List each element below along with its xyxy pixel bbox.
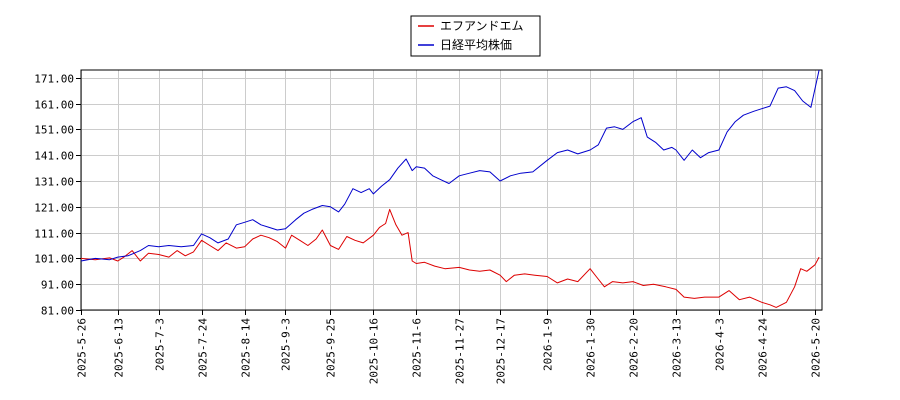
x-tick-label: 2026-2-20 [628,318,641,378]
series-line-1 [80,69,820,262]
grid [81,70,822,311]
legend: エフアンドエム 日経平均株価 [410,15,541,57]
y-tick-label: 141.00 [34,150,74,163]
x-tick-label: 2026-3-13 [671,318,684,378]
y-axis: 81.00 91.00 101.00 111.00 121.00 131.00 141.00… [34,73,81,318]
legend-label-1: 日経平均株価 [440,37,512,52]
x-tick-label: 2025-11-27 [454,318,467,384]
x-tick-label: 2025-9-25 [325,318,338,378]
y-tick-label: 171.00 [34,73,74,86]
x-tick-label: 2025-5-26 [76,318,89,378]
y-tick-label: 91.00 [41,279,74,292]
x-tick-label: 2026-4-24 [757,318,770,378]
x-tick-label: 2025-6-13 [113,318,126,378]
x-tick-label: 2025-10-16 [368,318,381,384]
y-tick-label: 121.00 [34,202,74,215]
y-tick-label: 151.00 [34,124,74,137]
x-tick-label: 2026-5-20 [810,318,823,378]
series-line-0 [80,208,820,308]
plot-frame [80,69,823,311]
y-tick-label: 81.00 [41,305,74,318]
y-tick-label: 101.00 [34,253,74,266]
x-tick-label: 2026-4-3 [714,318,727,371]
legend-label-0: エフアンドエム [440,19,524,33]
x-tick-label: 2025-8-14 [240,318,253,378]
y-tick-label: 111.00 [34,228,74,241]
y-tick-label: 131.00 [34,176,74,189]
x-tick-label: 2025-7-3 [154,318,167,371]
x-axis: 2025-5-26 2025-6-13 2025-7-3 2025-7-24 2025-… [76,310,823,384]
series-layer [80,69,820,308]
x-tick-label: 2026-1-9 [542,318,555,371]
x-tick-label: 2025-12-17 [495,318,508,384]
y-tick-label: 161.00 [34,99,74,112]
legend-box [410,15,541,57]
x-tick-label: 2025-11-6 [411,318,424,378]
x-tick-label: 2025-9-3 [280,318,293,371]
x-tick-label: 2025-7-24 [197,318,210,378]
x-tick-label: 2026-1-30 [585,318,598,378]
